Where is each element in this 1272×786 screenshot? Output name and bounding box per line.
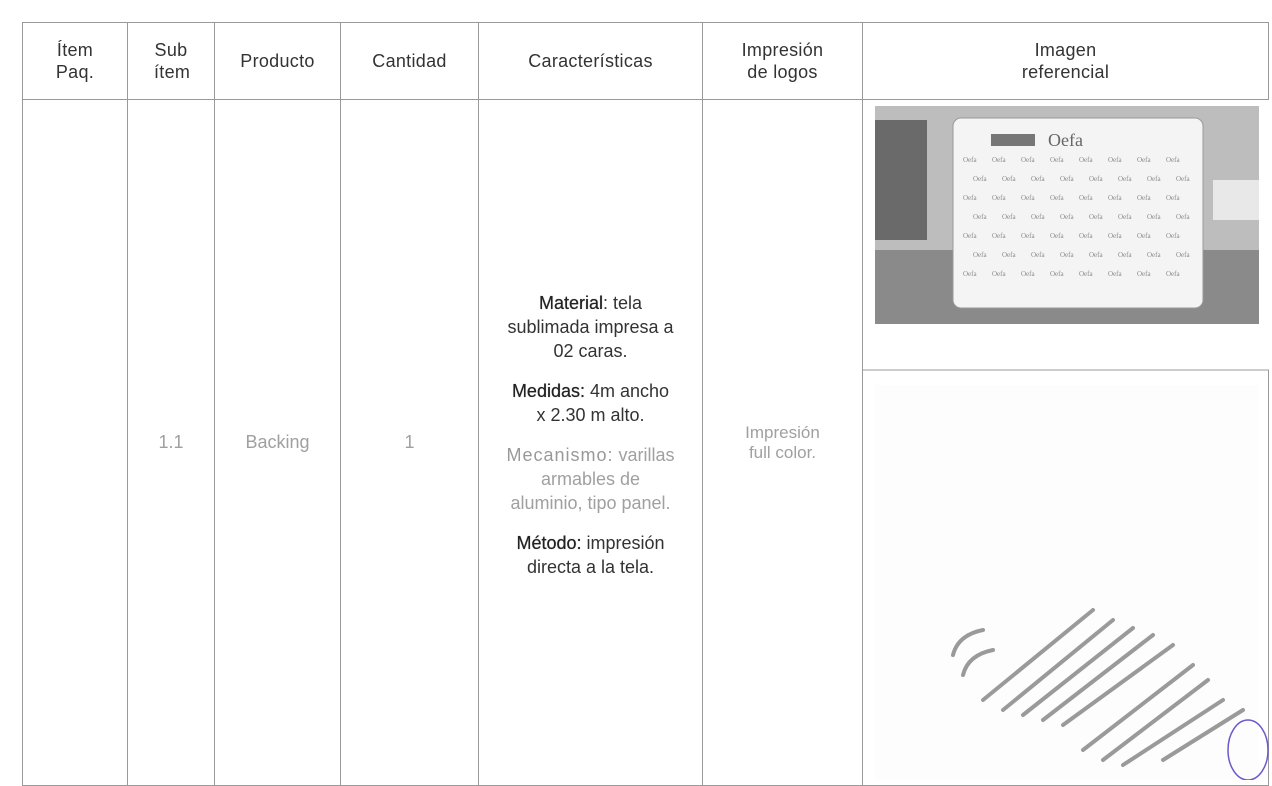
logo-text: Oefa xyxy=(1137,156,1151,164)
logo-text: Oefa xyxy=(1002,213,1016,221)
logo-text: Oefa xyxy=(1166,232,1180,240)
header-cell: Ítem Paq. xyxy=(22,22,128,100)
logo-text: Oefa xyxy=(1060,251,1074,259)
logo-text: Oefa xyxy=(973,213,987,221)
reference-images: Oefa Oefa Oefa Oefa Oefa Oefa Oefa Oefa Oefa Oefa… xyxy=(863,100,1269,781)
logo-text: Oefa xyxy=(1108,156,1122,164)
characteristics: Material: tela sublimada impresa a 02 ca… xyxy=(478,99,703,786)
logo-text: Oefa xyxy=(1147,175,1161,183)
logo-text: Oefa xyxy=(1166,194,1180,202)
logo-text: Oefa xyxy=(1176,251,1190,259)
logo-text: Oefa xyxy=(1089,251,1103,259)
logo-text: Oefa xyxy=(992,156,1006,164)
label: Método: xyxy=(516,532,582,553)
image-cell: Oefa Oefa Oefa Oefa Oefa Oefa Oefa Oefa Oefa Oefa… xyxy=(862,99,1269,786)
logo-text: Oefa xyxy=(1021,194,1035,202)
logo-text: Oefa xyxy=(1089,213,1103,221)
logo-text: Oefa xyxy=(1176,213,1190,221)
spec-table: Ítem Paq. Sub ítem Producto Cantidad Car… xyxy=(22,22,1269,786)
logo-text: Oefa xyxy=(1050,156,1064,164)
logo-text: Oefa xyxy=(963,232,977,240)
logo-text: Oefa xyxy=(1137,270,1151,278)
logo-text: Oefa xyxy=(1050,232,1064,240)
logo-text: Oefa xyxy=(1118,251,1132,259)
logo-text: Oefa xyxy=(963,194,977,202)
logo-text: Oefa xyxy=(1118,213,1132,221)
logo-text: Oefa xyxy=(1176,175,1190,183)
cell: Impresión full color. xyxy=(702,99,863,786)
text: impresión directa a la tela. xyxy=(526,532,665,577)
logo-text: Oefa xyxy=(1060,175,1074,183)
header-cell: Impresión de logos xyxy=(702,22,863,100)
logo-text: Oefa xyxy=(1079,232,1093,240)
logo-text: Oefa xyxy=(1079,194,1093,202)
logo-text: Oefa xyxy=(1021,270,1035,278)
logo-text: Oefa xyxy=(1079,270,1093,278)
logo-text: Oefa xyxy=(1118,175,1132,183)
label: Material xyxy=(538,292,603,313)
logo-text: Oefa xyxy=(1108,270,1122,278)
logo-text: Oefa xyxy=(1108,232,1122,240)
logo-text: Oefa xyxy=(1147,213,1161,221)
logo-text: Oefa xyxy=(1050,194,1064,202)
characteristic: Método: impresión directa a la tela. xyxy=(505,531,676,579)
cell: 1.1 xyxy=(127,99,215,786)
logo-text: Oefa xyxy=(1050,270,1064,278)
logo-text: Oefa xyxy=(1137,194,1151,202)
logo-text: Oefa xyxy=(1060,213,1074,221)
logo-text: Oefa xyxy=(1031,213,1045,221)
header-cell: Sub ítem xyxy=(127,22,215,100)
cell: 1 xyxy=(340,99,479,786)
logo-text: Oefa xyxy=(1002,175,1016,183)
header-cell: Imagen referencial xyxy=(862,22,1269,100)
label: Mecanismo: xyxy=(506,444,614,465)
characteristic: Medidas: 4m ancho x 2.30 m alto. xyxy=(505,379,676,427)
header-cell: Características xyxy=(478,22,703,100)
text: varillas armables de aluminio, tipo pane… xyxy=(510,444,675,513)
logo-text: Oefa xyxy=(973,175,987,183)
logo-text: Oefa xyxy=(1166,270,1180,278)
logo-text: Oefa xyxy=(1147,251,1161,259)
logo-text: Oefa xyxy=(1166,156,1180,164)
header-row: Ítem Paq. Sub ítem Producto Cantidad Car… xyxy=(22,22,1269,100)
logo-text: Oefa xyxy=(1137,232,1151,240)
backing-panel xyxy=(952,117,1204,309)
logo-text: Oefa xyxy=(1048,130,1083,150)
logo-text: Oefa xyxy=(973,251,987,259)
logo-text: Oefa xyxy=(1021,156,1035,164)
text: : tela sublimada impresa a 02 caras. xyxy=(507,292,674,361)
logo-text: Oefa xyxy=(1108,194,1122,202)
logo-text: Oefa xyxy=(1002,251,1016,259)
logo-text: Oefa xyxy=(1089,175,1103,183)
characteristic: Material: tela sublimada impresa a 02 ca… xyxy=(505,291,676,363)
logo-text: Oefa xyxy=(992,270,1006,278)
logo-text: Oefa xyxy=(1021,232,1035,240)
header-cell: Producto xyxy=(214,22,341,100)
logo-text: Oefa xyxy=(963,270,977,278)
label: Medidas: xyxy=(511,380,585,401)
logo-text: Oefa xyxy=(1079,156,1093,164)
header-cell: Cantidad xyxy=(340,22,479,100)
photo-rods xyxy=(875,385,1259,780)
logo-text: Oefa xyxy=(963,156,977,164)
text: 4m ancho x 2.30 m alto. xyxy=(536,380,670,425)
logo-text: Oefa xyxy=(992,194,1006,202)
logo-text: Oefa xyxy=(1031,175,1045,183)
logo-text: Oefa xyxy=(1031,251,1045,259)
logo-text: Oefa xyxy=(992,232,1006,240)
cell: Backing xyxy=(214,99,341,786)
empty-cell xyxy=(22,99,128,786)
characteristic: Mecanismo: varillas armables de aluminio… xyxy=(505,443,676,515)
body-row: 1.1 Backing 1 Material: tela sublimada i… xyxy=(22,99,1269,786)
